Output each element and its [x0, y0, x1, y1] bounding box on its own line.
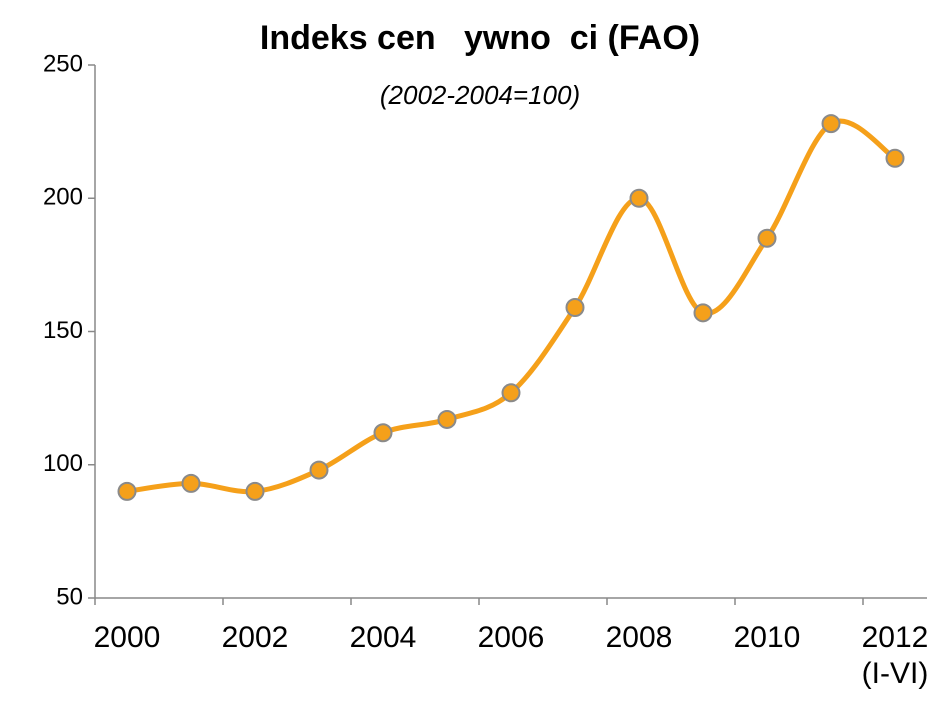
point	[181, 473, 201, 493]
point	[757, 228, 777, 248]
chart-title: Indeks cen ywno ci (FAO)	[260, 19, 700, 57]
point	[437, 409, 457, 429]
point	[885, 148, 905, 168]
y-tick-label: 100	[43, 450, 83, 477]
x-tick-label: 2008	[605, 621, 673, 654]
chart-subtitle: (2002-2004=100)	[380, 80, 580, 110]
x-tick-label: 2012 (I-VI)	[861, 621, 929, 690]
x-tick-label: 2000	[93, 621, 161, 654]
x-tick-label: 2002	[221, 621, 289, 654]
x-tick-label: 2010	[733, 621, 801, 654]
point	[309, 460, 329, 480]
y-tick-label: 250	[43, 50, 83, 77]
point	[373, 423, 393, 443]
point	[245, 481, 265, 501]
point	[693, 303, 713, 323]
series-line	[126, 118, 897, 495]
x-tick-label: 2006	[477, 621, 545, 654]
point	[821, 114, 841, 134]
point	[117, 481, 137, 501]
y-tick-label: 150	[43, 317, 83, 344]
point	[629, 188, 649, 208]
point	[501, 383, 521, 403]
y-tick-label: 200	[43, 184, 83, 211]
point	[565, 298, 585, 318]
y-tick-label: 50	[56, 583, 83, 610]
x-tick-label: 2004	[349, 621, 417, 654]
